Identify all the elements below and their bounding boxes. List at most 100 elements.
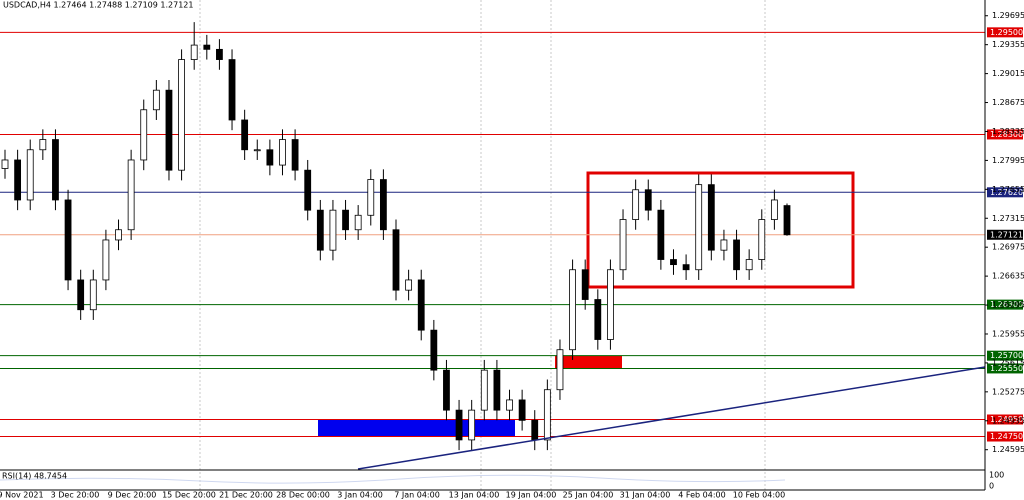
candle-body	[783, 205, 791, 236]
candle-body	[455, 409, 463, 441]
level-label: 1.25550	[990, 364, 1023, 373]
x-tick-label: 19 Jan 04:00	[506, 491, 557, 500]
x-tick-label: 13 Jan 04:00	[449, 491, 500, 500]
candle-body	[115, 229, 122, 241]
x-tick-label: 4 Feb 04:00	[678, 491, 725, 500]
level-label: 1.26300	[990, 300, 1023, 309]
y-tick-label: 1.24595	[992, 445, 1024, 454]
y-tick-label: 1.29015	[992, 69, 1024, 78]
candle-body	[216, 48, 223, 60]
candle-body	[607, 269, 614, 340]
candle-body	[89, 279, 97, 311]
candle-body	[140, 109, 148, 161]
y-tick-label: 1.27655	[992, 185, 1024, 194]
indicator-label: RSI(14) 48.7454	[2, 472, 67, 481]
y-tick-label: 1.28675	[992, 98, 1024, 107]
y-tick-label: 1.25615	[992, 358, 1024, 367]
trend-line	[357, 366, 986, 470]
x-tick-label: 31 Jan 04:00	[620, 491, 671, 500]
candle-body	[468, 409, 476, 441]
candle-body	[26, 149, 34, 201]
level-label-bg	[987, 414, 1023, 425]
candle-body	[594, 299, 602, 340]
candle-body	[39, 139, 47, 151]
candle-body	[178, 59, 185, 171]
candle-body	[430, 329, 438, 371]
candle-body	[165, 89, 173, 171]
candle-body	[266, 149, 274, 166]
candle-body	[367, 179, 375, 216]
candle-body	[733, 239, 740, 271]
level-label: 1.24750	[990, 432, 1023, 441]
candle-body	[52, 139, 59, 201]
candle-body	[417, 279, 425, 331]
candle-body	[707, 184, 715, 251]
candle-body	[354, 214, 362, 231]
level-label-bg	[987, 299, 1023, 310]
candle-body	[758, 219, 766, 260]
candle-body	[695, 184, 703, 271]
candle-body	[670, 259, 677, 266]
candle-body	[241, 119, 249, 151]
x-tick-label: 25 Jan 04:00	[563, 491, 614, 500]
candle-body	[14, 159, 22, 201]
candle-body	[543, 389, 551, 441]
candle-body	[329, 209, 337, 251]
candle-body	[253, 149, 261, 152]
level-label: 1.29500	[990, 28, 1023, 37]
level-label-bg	[987, 229, 1023, 240]
y-tick-label: 1.27315	[992, 214, 1024, 223]
x-tick-label: 15 Dec 20:00	[162, 491, 216, 500]
y-tick-label: 1.26635	[992, 272, 1024, 281]
candle-body	[152, 89, 160, 111]
candle-body	[682, 264, 690, 271]
level-label-bg	[987, 129, 1023, 140]
candle-body	[518, 399, 526, 421]
y-tick-label: 1.24935	[992, 416, 1024, 425]
candle-body	[190, 44, 198, 60]
y-tick-label: 1.25275	[992, 387, 1024, 396]
candle-body	[531, 419, 539, 441]
candle-body	[64, 199, 72, 281]
level-label-bg	[987, 27, 1023, 38]
y-tick-label: 1.26295	[992, 301, 1024, 310]
x-tick-label: 3 Jan 04:00	[337, 491, 383, 500]
x-tick-label: 7 Jan 04:00	[394, 491, 440, 500]
candle-body	[77, 279, 85, 311]
indicator-tick: 100	[989, 471, 1004, 480]
candle-body	[228, 59, 236, 121]
y-tick-label: 1.26975	[992, 243, 1024, 252]
y-tick-label: 1.29355	[992, 40, 1024, 49]
y-tick-label: 1.25955	[992, 329, 1024, 338]
candle-body	[1, 159, 9, 169]
candle-body	[127, 159, 135, 231]
candle-body	[316, 209, 324, 251]
level-label: 1.28300	[990, 130, 1023, 139]
y-tick-label: 1.29695	[992, 11, 1024, 20]
indicator-tick: 0	[989, 482, 994, 491]
candle-body	[493, 369, 501, 411]
candle-body	[745, 259, 753, 271]
x-tick-label: 3 Dec 20:00	[51, 491, 100, 500]
candle-body	[581, 269, 589, 300]
candle-body	[392, 229, 400, 291]
candle-body	[203, 44, 211, 50]
candle-body	[102, 239, 110, 281]
candle-body	[657, 209, 665, 260]
x-tick-label: 28 Dec 00:00	[276, 491, 330, 500]
level-label: 1.25700	[990, 351, 1023, 360]
y-tick-label: 1.27995	[992, 156, 1024, 165]
candle-body	[506, 399, 513, 411]
range-box	[586, 171, 855, 289]
candle-body	[279, 139, 286, 166]
candle-body	[480, 369, 488, 411]
candle-body	[632, 189, 640, 220]
level-label: 1.24950	[990, 415, 1023, 424]
rsi-line	[0, 474, 786, 484]
candle-body	[342, 209, 349, 231]
supply-zone	[555, 356, 622, 368]
x-tick-label: 29 Nov 2021	[0, 491, 44, 500]
y-tick-label: 1.28335	[992, 127, 1024, 136]
candle-body	[644, 189, 652, 211]
